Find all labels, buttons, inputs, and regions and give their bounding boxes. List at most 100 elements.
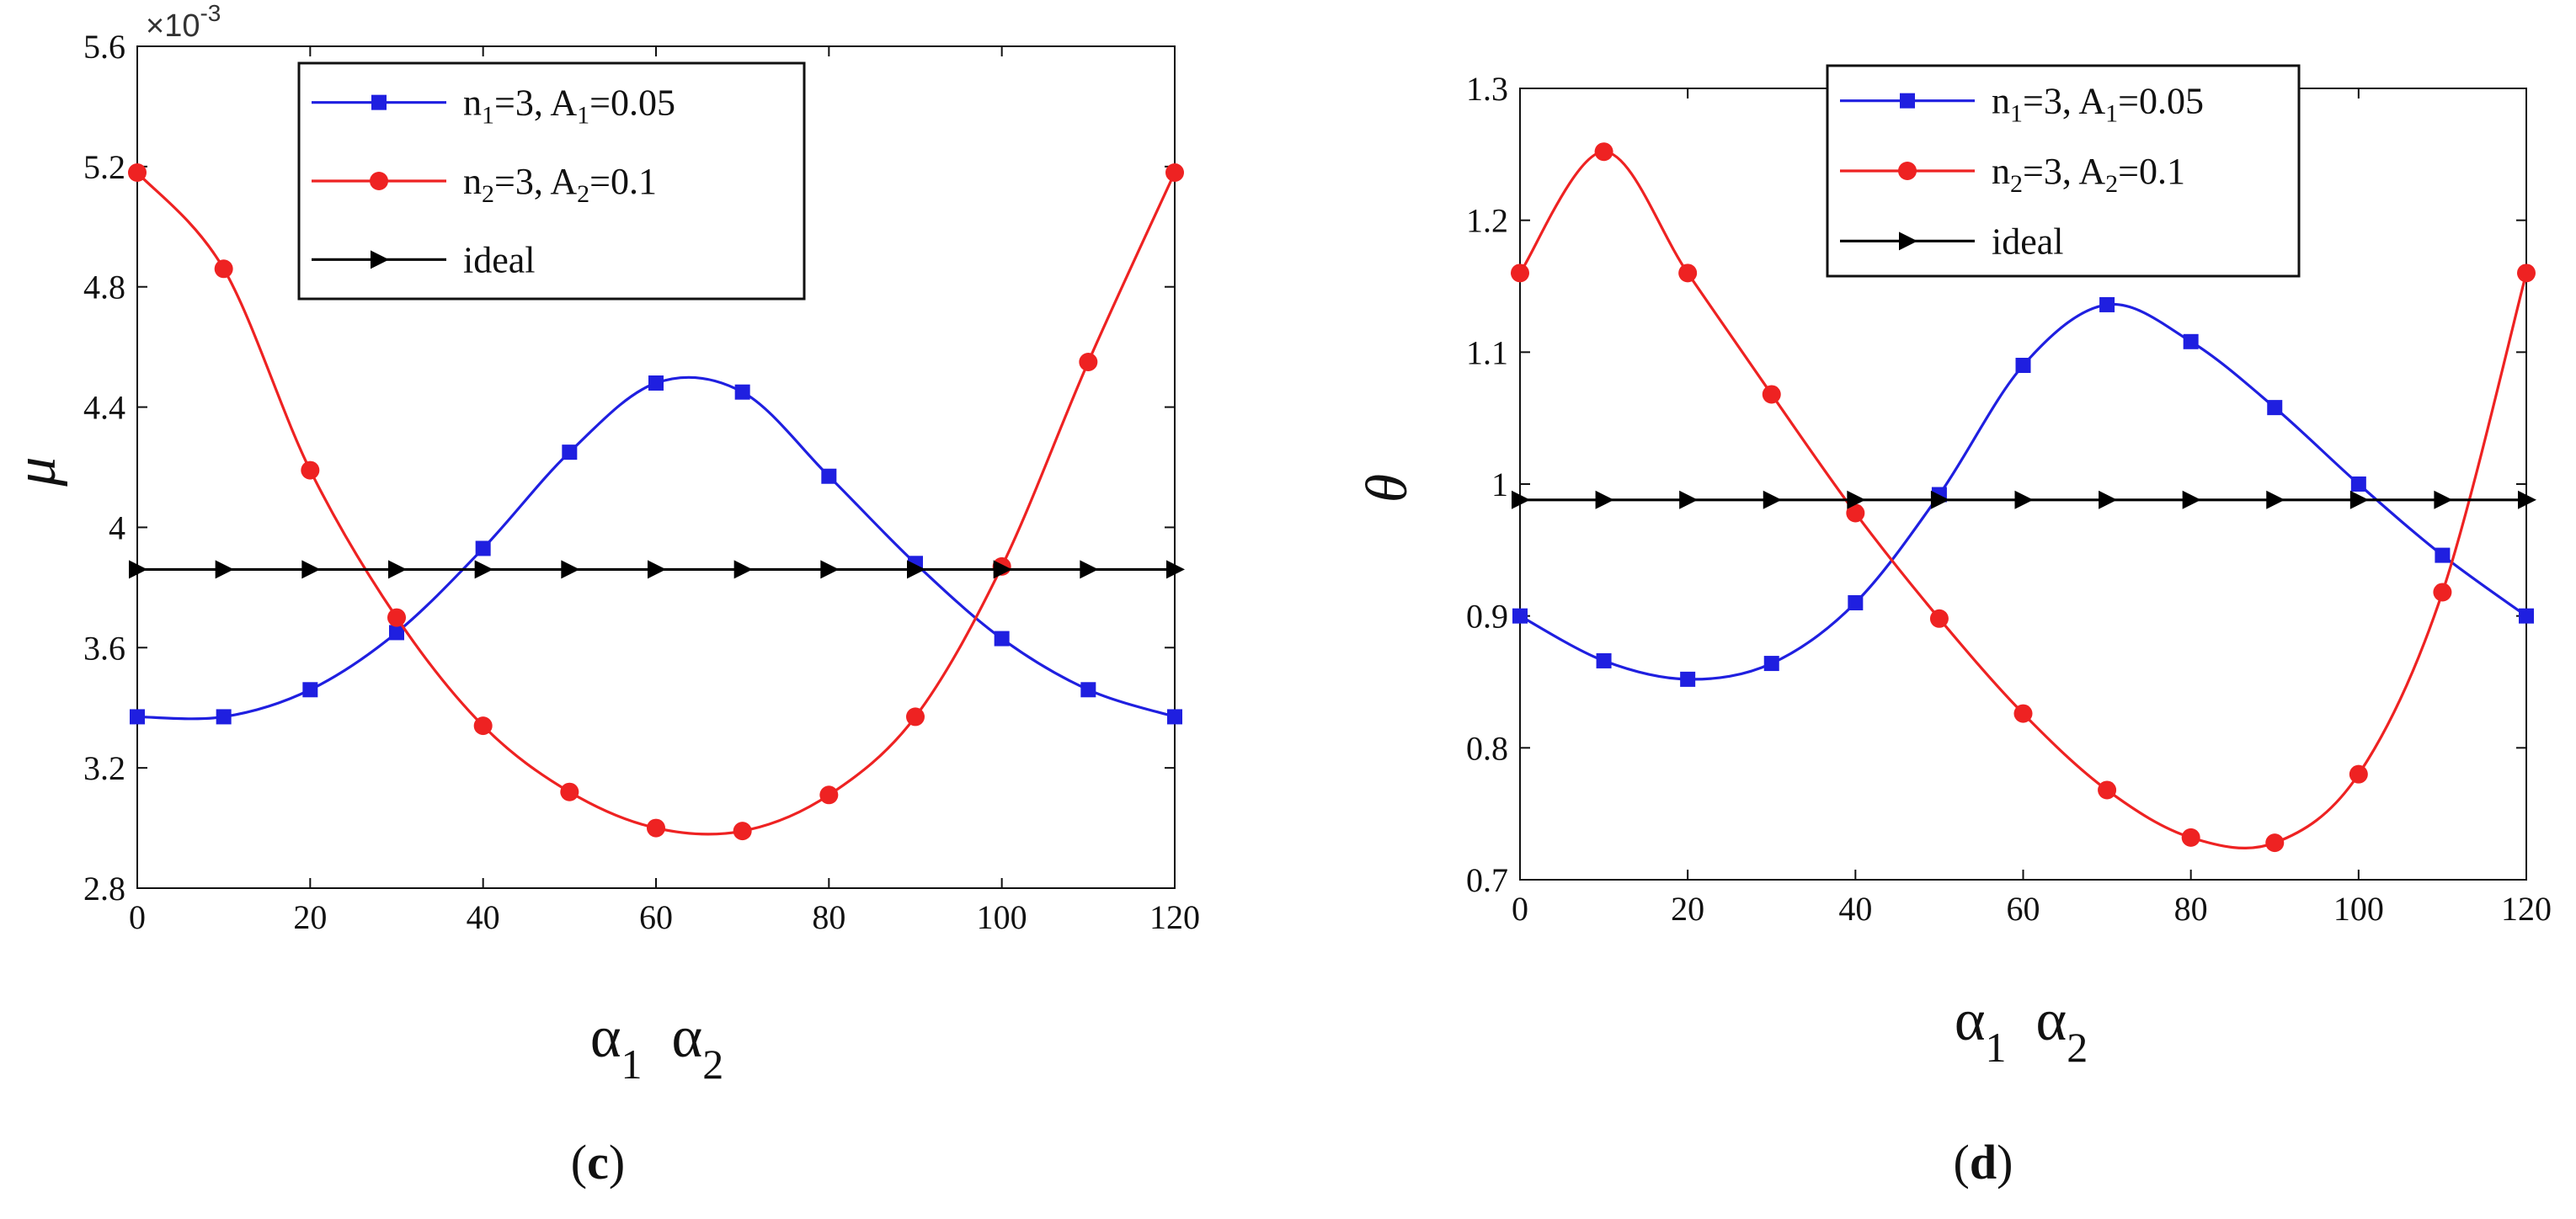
data-point: [906, 707, 925, 727]
legend-entry-label: ideal: [463, 239, 536, 280]
y-axis-label: θ: [1355, 474, 1420, 503]
data-point: [128, 163, 147, 182]
legend-marker: [1898, 162, 1917, 180]
x-label-subscript: 2: [702, 1041, 723, 1088]
caption-paren: (: [1954, 1135, 1970, 1190]
data-point: [2435, 547, 2451, 563]
legend-text-part: n: [1992, 151, 2010, 192]
x-tick-label: 60: [639, 898, 673, 936]
data-point: [2517, 263, 2536, 283]
data-point: [2014, 490, 2034, 509]
data-point: [819, 785, 839, 805]
legend-subscript: 1: [482, 102, 494, 130]
data-point: [1929, 609, 1949, 628]
data-point: [2015, 358, 2031, 373]
data-point: [561, 560, 580, 579]
y-tick-label: 3.2: [83, 749, 125, 787]
x-tick-label: 80: [812, 898, 845, 936]
data-point: [301, 560, 321, 579]
x-tick-label: 0: [129, 898, 146, 936]
y-tick-label: 1: [1491, 466, 1508, 503]
multiplier-base: ×10: [146, 8, 200, 44]
x-tick-label: 120: [2501, 890, 2552, 928]
data-point: [821, 468, 837, 484]
legend-marker: [1900, 93, 1915, 109]
data-point: [1080, 682, 1096, 698]
data-point: [1763, 490, 1782, 509]
series-1: [128, 163, 1184, 841]
y-tick-label: 1.3: [1466, 70, 1508, 108]
data-point: [301, 460, 320, 480]
legend-text-part: =3, A: [2023, 151, 2105, 192]
data-point: [2098, 780, 2117, 800]
data-point: [733, 560, 753, 579]
legend-entry-label: n1=3, A1=0.05: [463, 83, 675, 130]
data-point: [1678, 263, 1698, 283]
data-point: [130, 709, 145, 725]
data-point: [387, 608, 406, 627]
data-point: [2099, 296, 2115, 312]
data-point: [1594, 142, 1613, 162]
caption-paren: ): [609, 1135, 625, 1190]
legend-text-part: n: [1992, 81, 2010, 122]
y-axis-multiplier: ×10-3: [146, 0, 221, 44]
x-axis-label: α1 α2: [1955, 988, 2088, 1071]
data-point: [2349, 490, 2369, 509]
x-label-symbol: α: [643, 1005, 703, 1070]
legend-subscript: 1: [2105, 100, 2118, 128]
x-label-subscript: 2: [2067, 1024, 2088, 1071]
series-2: [1512, 490, 2536, 509]
x-tick-label: 100: [2333, 890, 2384, 928]
chart-panel-c: 0 20 40 60 80 100 120 2.8 3.2 3.6 4 4.4 4.8 5.2 5.6 ×10…: [3, 0, 1200, 1190]
data-point: [1763, 656, 1779, 672]
y-tick-label: 1.2: [1466, 202, 1508, 240]
caption-letter: c: [587, 1135, 609, 1190]
x-label-subscript: 1: [621, 1041, 643, 1088]
x-label-subscript: 1: [1986, 1024, 2007, 1071]
data-point: [2433, 583, 2452, 602]
legend-text-part: =0.05: [2118, 81, 2204, 122]
data-point: [733, 822, 752, 841]
data-point: [475, 540, 491, 556]
data-point: [734, 384, 750, 400]
data-point: [1165, 163, 1184, 182]
x-tick-label: 120: [1149, 898, 1200, 936]
data-point: [820, 560, 840, 579]
legend-subscript: 2: [2010, 170, 2023, 198]
legend-marker: [371, 250, 389, 269]
y-tick-label: 4: [109, 508, 125, 546]
y-tick-label: 0.7: [1466, 861, 1508, 899]
data-point: [1512, 490, 1530, 509]
series-2: [129, 560, 1185, 579]
data-point: [1762, 385, 1781, 404]
data-point: [2099, 490, 2118, 509]
data-point: [215, 560, 234, 579]
y-tick-label: 4.4: [83, 389, 125, 427]
data-point: [2434, 490, 2453, 509]
x-label-symbol: α: [1955, 988, 1986, 1053]
legend-subscript: 1: [2010, 100, 2023, 128]
data-point: [2267, 400, 2283, 416]
panel-caption: (d): [1954, 1135, 2013, 1190]
legend-subscript: 2: [2105, 170, 2118, 198]
legend-text-part: =0.1: [2118, 151, 2185, 192]
data-point: [1166, 560, 1185, 579]
legend-subscript: 2: [577, 180, 589, 208]
data-point: [1079, 353, 1098, 371]
x-tick-label: 20: [1671, 890, 1704, 928]
data-point: [1511, 263, 1529, 283]
legend-text-part: =3, A: [2023, 81, 2105, 122]
legend-text-part: n: [463, 83, 482, 124]
data-point: [216, 709, 232, 725]
data-point: [648, 375, 664, 391]
data-point: [1080, 560, 1099, 579]
data-point: [2183, 333, 2199, 349]
legend-entry-label: n2=3, A2=0.1: [1992, 151, 2185, 198]
y-tick-label: 4.8: [83, 269, 125, 306]
data-point: [1847, 490, 1866, 509]
series-1: [1511, 142, 2536, 853]
panel-caption: (c): [571, 1135, 625, 1190]
y-tick-label: 5.2: [83, 148, 125, 186]
